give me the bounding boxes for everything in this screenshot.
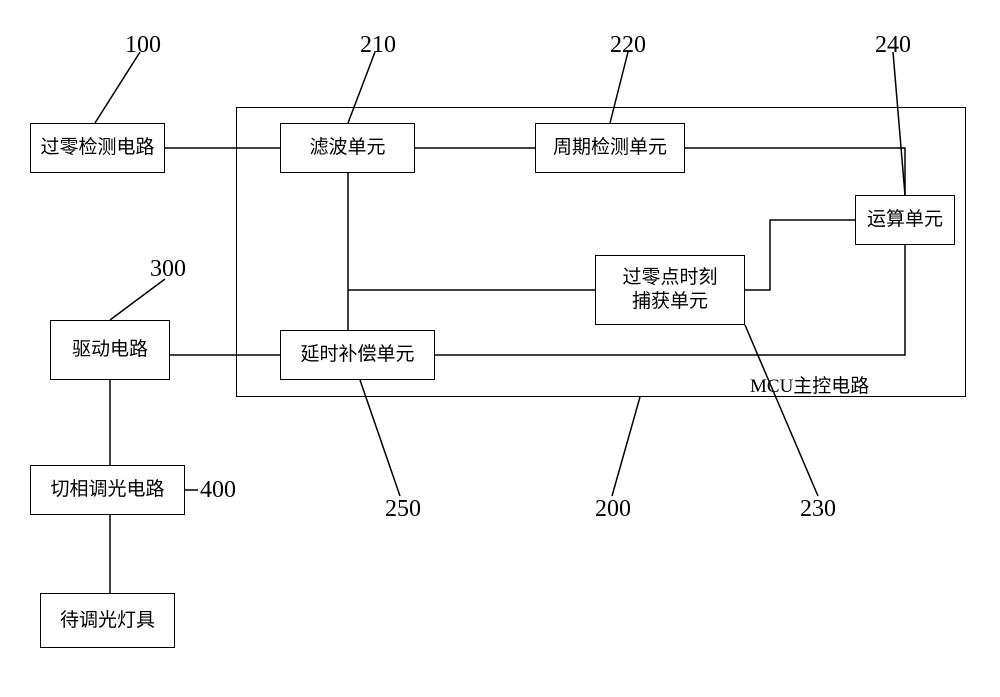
node-driver: 驱动电路 — [50, 320, 170, 380]
node-arith-label: 运算单元 — [867, 208, 943, 232]
ref-r230: 230 — [800, 496, 836, 523]
node-delay: 延时补偿单元 — [280, 330, 435, 380]
mcu-container-label: MCU主控电路 — [750, 371, 869, 398]
node-arith: 运算单元 — [855, 195, 955, 245]
ref-r100: 100 — [125, 32, 161, 59]
ref-r210: 210 — [360, 32, 396, 59]
node-zero_det: 过零检测电路 — [30, 123, 165, 173]
node-lamp-label: 待调光灯具 — [60, 609, 155, 633]
ref-r240: 240 — [875, 32, 911, 59]
node-period: 周期检测单元 — [535, 123, 685, 173]
node-zero_det-label: 过零检测电路 — [40, 136, 154, 160]
node-lamp: 待调光灯具 — [40, 593, 175, 648]
node-phase_cut: 切相调光电路 — [30, 465, 185, 515]
ref-r300: 300 — [150, 256, 186, 283]
node-phase_cut-label: 切相调光电路 — [50, 478, 164, 502]
ref-r250: 250 — [385, 496, 421, 523]
ref-r400: 400 — [200, 477, 236, 504]
node-capture: 过零点时刻 捕获单元 — [595, 255, 745, 325]
node-delay-label: 延时补偿单元 — [300, 343, 414, 367]
ref-r200: 200 — [595, 496, 631, 523]
node-driver-label: 驱动电路 — [72, 338, 148, 362]
ref-r220: 220 — [610, 32, 646, 59]
node-period-label: 周期检测单元 — [553, 136, 667, 160]
node-filter-label: 滤波单元 — [309, 136, 385, 160]
node-capture-label: 过零点时刻 捕获单元 — [622, 266, 717, 314]
node-filter: 滤波单元 — [280, 123, 415, 173]
